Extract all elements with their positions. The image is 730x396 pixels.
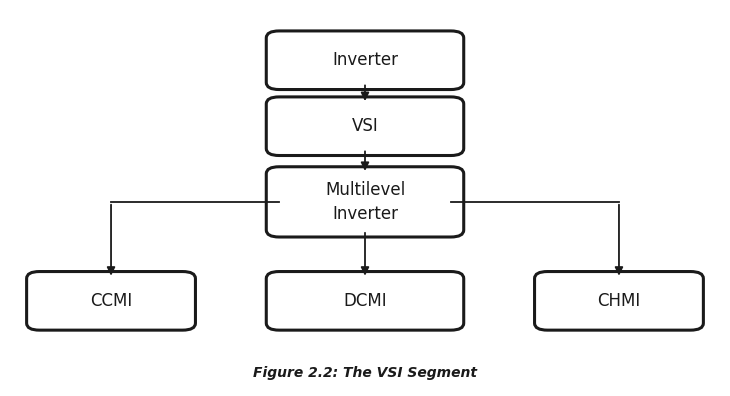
FancyBboxPatch shape — [266, 272, 464, 330]
Text: CCMI: CCMI — [90, 292, 132, 310]
Text: VSI: VSI — [352, 117, 378, 135]
Text: CHMI: CHMI — [597, 292, 641, 310]
Text: Figure 2.2: The VSI Segment: Figure 2.2: The VSI Segment — [253, 366, 477, 381]
FancyBboxPatch shape — [266, 31, 464, 89]
FancyBboxPatch shape — [26, 272, 196, 330]
Text: DCMI: DCMI — [343, 292, 387, 310]
Text: Inverter: Inverter — [332, 51, 398, 69]
FancyBboxPatch shape — [266, 167, 464, 237]
FancyBboxPatch shape — [534, 272, 704, 330]
FancyBboxPatch shape — [266, 97, 464, 156]
Text: Multilevel
Inverter: Multilevel Inverter — [325, 181, 405, 223]
